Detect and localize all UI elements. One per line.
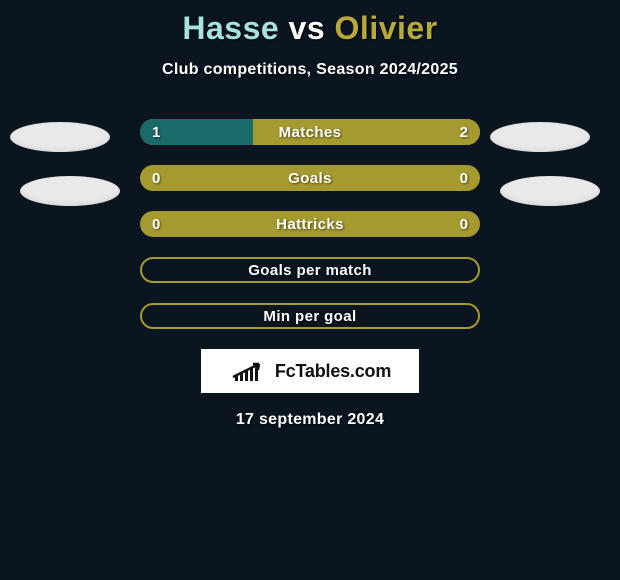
source-logo: FcTables.com — [201, 349, 419, 393]
subtitle: Club competitions, Season 2024/2025 — [0, 61, 620, 79]
logo-chart-icon — [229, 361, 269, 381]
team-logo-left — [20, 176, 120, 206]
team-logo-left — [10, 122, 110, 152]
stat-row-hattricks: Hattricks00 — [140, 211, 480, 237]
bar-segment-right — [253, 119, 480, 145]
bar-segment-right — [140, 165, 480, 191]
infographic-container: Hasse vs Olivier Club competitions, Seas… — [0, 0, 620, 580]
team-logo-right — [490, 122, 590, 152]
team-logo-right — [500, 176, 600, 206]
bar-segment-left — [140, 119, 253, 145]
player2-name: Olivier — [335, 10, 438, 46]
stat-label: Goals per match — [142, 259, 478, 281]
stat-bar: Goals00 — [140, 165, 480, 191]
date-text: 17 september 2024 — [0, 411, 620, 429]
player1-name: Hasse — [182, 10, 279, 46]
stat-row-goals-per-match: Goals per match — [140, 257, 480, 283]
vs-text: vs — [289, 10, 326, 46]
page-title: Hasse vs Olivier — [0, 10, 620, 47]
stat-bar: Goals per match — [140, 257, 480, 283]
stat-bar: Matches12 — [140, 119, 480, 145]
stat-row-min-per-goal: Min per goal — [140, 303, 480, 329]
stat-bar: Hattricks00 — [140, 211, 480, 237]
logo-text: FcTables.com — [275, 361, 391, 382]
stat-row-goals: Goals00 — [140, 165, 480, 191]
stat-row-matches: Matches12 — [140, 119, 480, 145]
bar-segment-right — [140, 211, 480, 237]
stat-label: Min per goal — [142, 305, 478, 327]
stat-bar: Min per goal — [140, 303, 480, 329]
